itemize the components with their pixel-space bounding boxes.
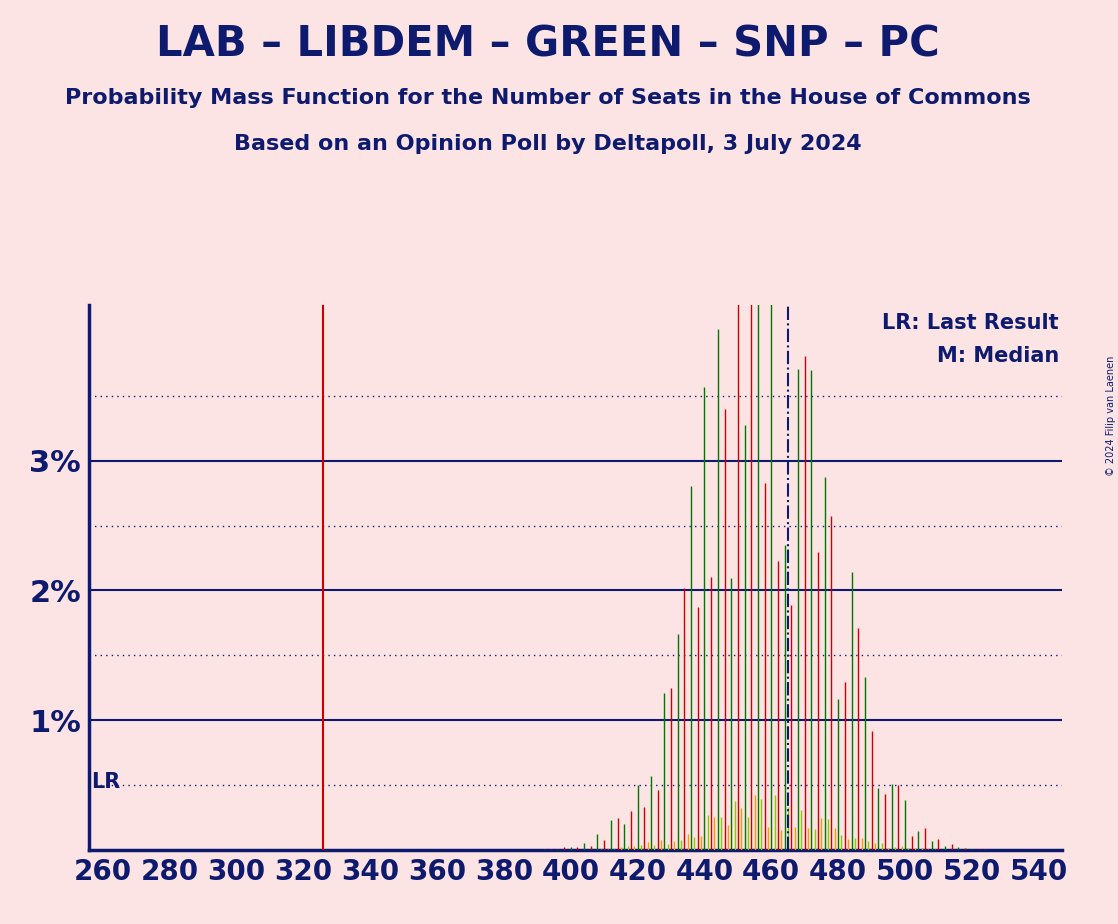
Text: LAB – LIBDEM – GREEN – SNP – PC: LAB – LIBDEM – GREEN – SNP – PC: [155, 23, 940, 65]
Text: M: Median: M: Median: [937, 346, 1059, 366]
Text: © 2024 Filip van Laenen: © 2024 Filip van Laenen: [1106, 356, 1116, 476]
Text: LR: LR: [91, 772, 121, 792]
Text: LR: Last Result: LR: Last Result: [882, 313, 1059, 333]
Text: Probability Mass Function for the Number of Seats in the House of Commons: Probability Mass Function for the Number…: [65, 88, 1031, 108]
Text: Based on an Opinion Poll by Deltapoll, 3 July 2024: Based on an Opinion Poll by Deltapoll, 3…: [234, 134, 862, 154]
